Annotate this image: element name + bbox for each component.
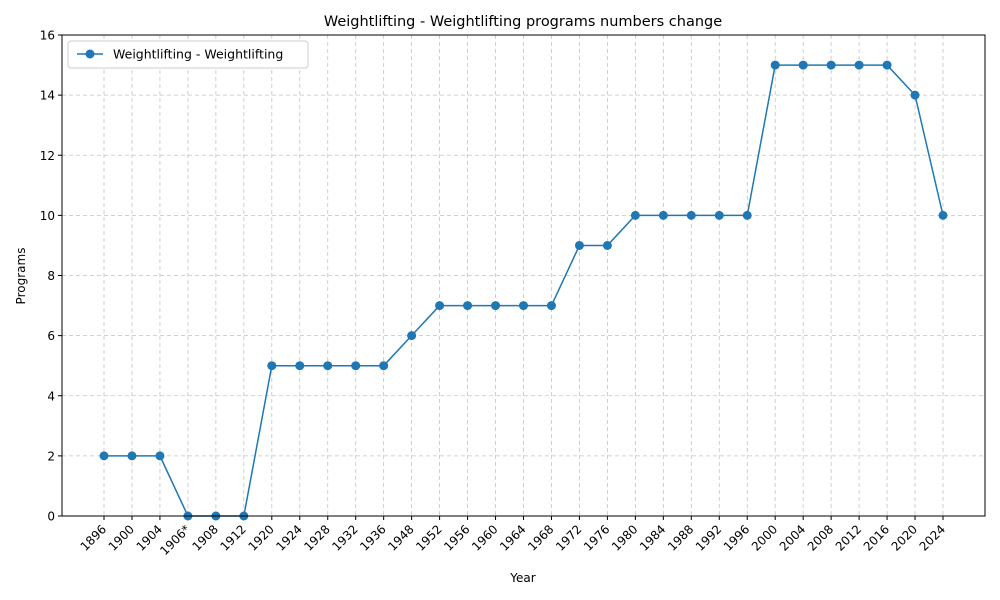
y-tick-label: 16 (40, 29, 55, 43)
data-point (435, 301, 445, 311)
data-point (826, 60, 836, 70)
x-axis-label: Year (509, 571, 535, 585)
y-tick-label: 8 (47, 269, 55, 283)
data-point (519, 301, 528, 311)
chart-title: Weightlifting - Weightlifting programs n… (324, 14, 722, 30)
legend-label: Weightlifting - Weightlifting (113, 47, 283, 62)
data-point (938, 210, 948, 220)
legend-marker (85, 49, 95, 59)
legend-box (67, 40, 309, 69)
data-point (323, 361, 333, 371)
data-point (127, 451, 137, 461)
data-point (574, 240, 584, 250)
y-tick-label: 14 (40, 89, 55, 103)
data-point (407, 331, 417, 341)
y-tick-label: 4 (47, 389, 55, 403)
y-axis-label: Programs (14, 248, 28, 305)
plot-frame (61, 34, 986, 517)
grid (62, 34, 985, 517)
data-point (798, 60, 808, 70)
y-tick-label: 10 (40, 209, 55, 223)
data-point (630, 210, 640, 220)
data-point (882, 60, 892, 70)
data-point (351, 361, 361, 371)
y-tick-label: 12 (40, 149, 55, 163)
data-point (155, 451, 165, 461)
data-point (546, 301, 556, 311)
y-tick-label: 0 (47, 510, 55, 524)
data-point (714, 210, 724, 220)
data-point (658, 210, 668, 220)
data-point (686, 210, 696, 220)
data-point (854, 60, 864, 70)
legend: Weightlifting - Weightlifting (67, 40, 309, 69)
series-layer (99, 60, 948, 521)
data-point (99, 451, 109, 461)
data-point (267, 361, 277, 371)
y-tick-label: 2 (47, 449, 55, 463)
y-tick-label: 6 (47, 329, 55, 343)
data-point (770, 60, 780, 70)
data-point (910, 90, 920, 100)
data-point (742, 210, 752, 220)
data-point (602, 240, 612, 250)
data-point (379, 361, 389, 371)
data-point (295, 361, 305, 371)
data-point (491, 301, 501, 311)
y-axis-ticks: 0 2 4 6 8 10 12 14 16 (40, 29, 62, 524)
data-point (463, 301, 473, 311)
